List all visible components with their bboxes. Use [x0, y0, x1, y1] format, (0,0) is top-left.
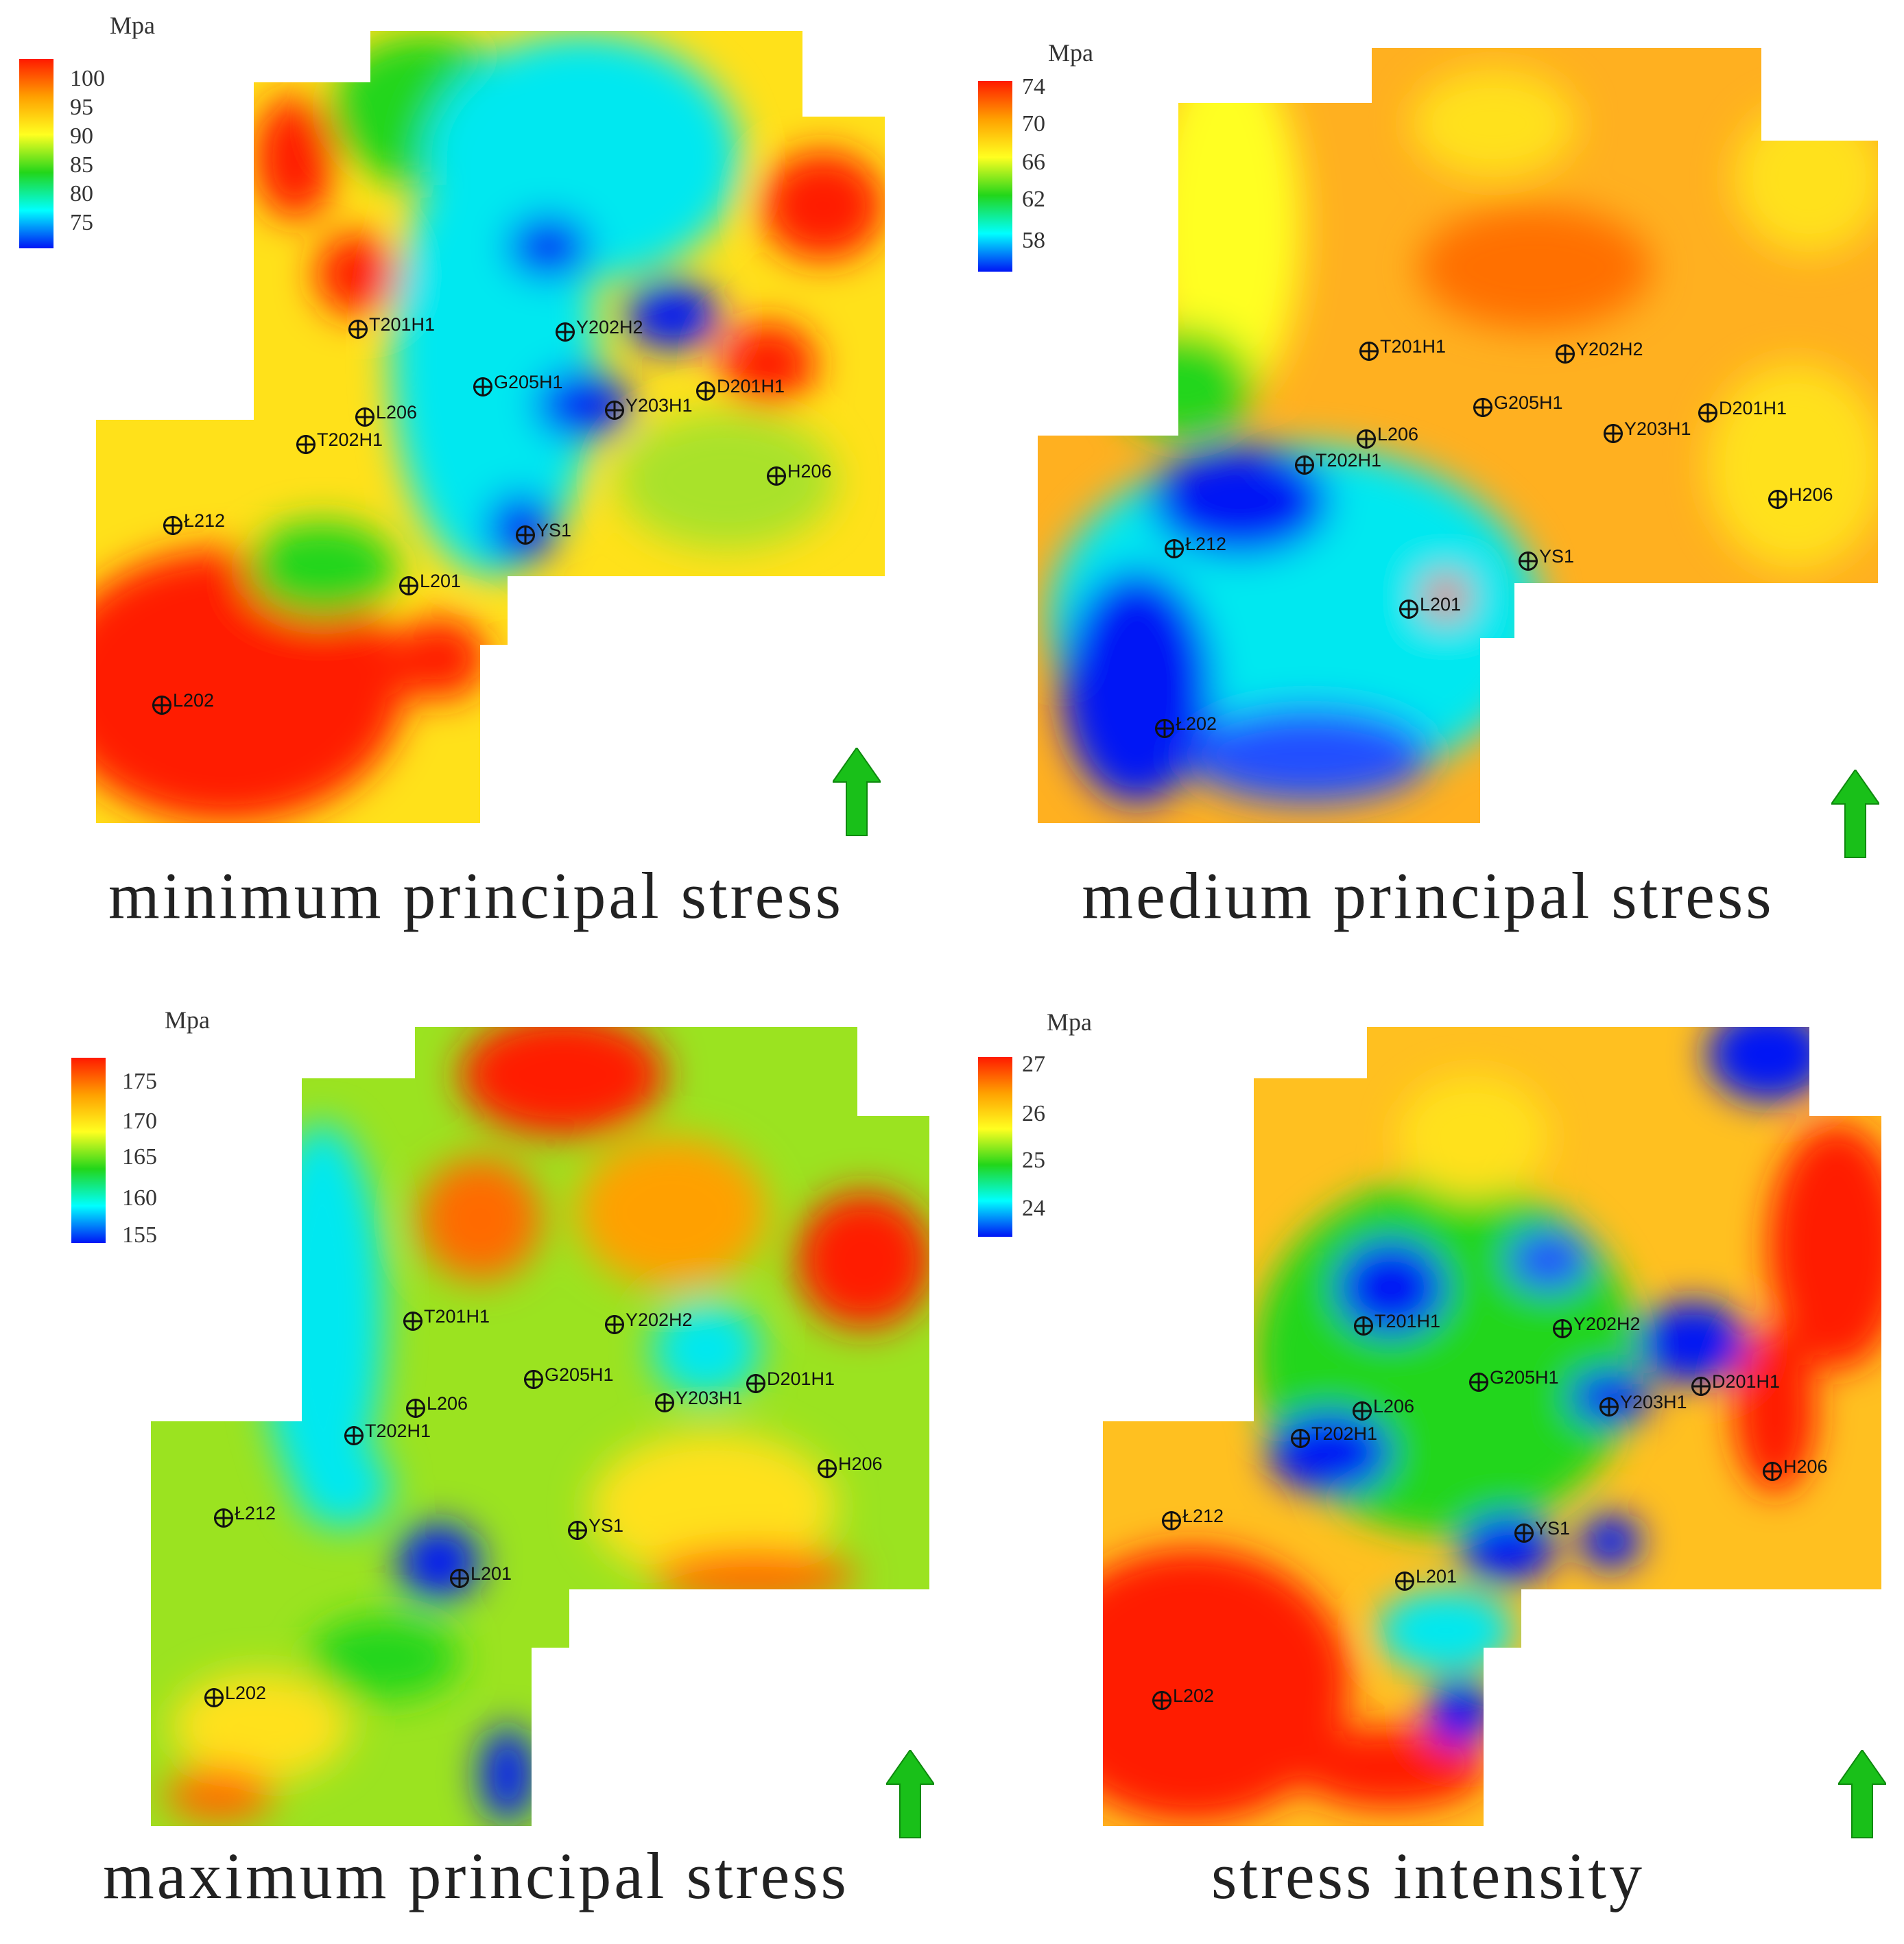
well-symbol-icon [1165, 539, 1184, 558]
well-symbol-icon [1556, 344, 1575, 364]
well-symbol-icon [1354, 1316, 1373, 1336]
legend-tick: 62 [1022, 187, 1045, 212]
well-symbol-icon [406, 1399, 425, 1418]
stress-map [1038, 48, 1878, 823]
well-symbol-icon [1768, 490, 1787, 509]
well-symbol-icon [403, 1312, 423, 1331]
well-symbol-icon [1691, 1377, 1711, 1396]
legend-tick: 165 [122, 1144, 157, 1170]
panel-caption: minimum principal stress [108, 859, 844, 932]
well-symbol-icon [1359, 342, 1379, 361]
well-symbol-icon [1353, 1401, 1372, 1421]
panel-minimum-principal-stress: Mpa 100 95 90 85 80 75 T201H1 Y202H2 G20… [0, 0, 952, 972]
well-symbol-icon [214, 1508, 233, 1528]
well-symbol-icon [1162, 1511, 1181, 1530]
color-legend: Mpa 175 170 165 160 155 [69, 1003, 247, 1248]
well-symbol-icon [1514, 1524, 1534, 1543]
well-symbol-icon [1604, 424, 1623, 443]
well-symbol-icon [655, 1393, 674, 1412]
legend-tick: 175 [122, 1069, 157, 1094]
well-symbol-icon [344, 1426, 364, 1445]
legend-color-bar [71, 1058, 106, 1243]
well-symbol-icon [556, 322, 575, 342]
legend-tick: 26 [1022, 1101, 1045, 1126]
north-arrow-icon [886, 1750, 934, 1838]
legend-tick: 85 [70, 152, 93, 178]
legend-unit: Mpa [165, 1006, 210, 1034]
legend-color-bar [978, 81, 1012, 272]
color-legend: Mpa 27 26 25 24 [973, 1005, 1151, 1238]
legend-unit: Mpa [110, 12, 155, 39]
well-symbol-icon [696, 381, 715, 401]
legend-tick: 24 [1022, 1196, 1045, 1221]
well-symbol-icon [516, 525, 535, 545]
panel-caption: maximum principal stress [103, 1839, 849, 1912]
legend-tick: 75 [70, 210, 93, 235]
well-symbol-icon [1399, 600, 1418, 619]
well-symbol-icon [524, 1370, 543, 1389]
well-symbol-icon [355, 407, 374, 427]
well-symbol-icon [348, 320, 368, 339]
legend-tick: 90 [70, 123, 93, 149]
stress-map [1103, 1027, 1881, 1826]
legend-tick: 80 [70, 181, 93, 206]
well-symbol-icon [1763, 1462, 1782, 1481]
well-symbol-icon [767, 466, 786, 486]
well-symbol-icon [1698, 403, 1717, 423]
north-arrow-icon [833, 748, 881, 836]
legend-tick: 27 [1022, 1052, 1045, 1077]
legend-tick: 170 [122, 1109, 157, 1134]
north-arrow-icon [1838, 1750, 1886, 1838]
stress-map [96, 31, 885, 823]
well-symbol-icon [1152, 1691, 1171, 1710]
legend-tick: 155 [122, 1222, 157, 1248]
well-symbol-icon [152, 696, 171, 715]
well-symbol-icon [1599, 1397, 1619, 1416]
well-symbol-icon [1395, 1572, 1414, 1591]
panel-caption: medium principal stress [1082, 859, 1774, 932]
legend-tick: 100 [70, 66, 105, 91]
well-symbol-icon [1473, 398, 1492, 417]
legend-tick: 95 [70, 95, 93, 120]
legend-tick: 160 [122, 1185, 157, 1211]
well-symbol-icon [1469, 1373, 1488, 1392]
well-symbol-icon [818, 1459, 837, 1478]
well-symbol-icon [746, 1374, 765, 1393]
legend-color-bar [19, 59, 53, 248]
well-symbol-icon [1357, 429, 1376, 449]
well-symbol-icon [473, 377, 492, 396]
legend-color-bar [978, 1057, 1012, 1237]
well-symbol-icon [605, 401, 624, 420]
well-symbol-icon [605, 1315, 624, 1334]
well-symbol-icon [204, 1688, 224, 1707]
color-legend: Mpa 74 70 66 62 58 [973, 34, 1151, 272]
well-symbol-icon [399, 576, 418, 595]
legend-tick: 25 [1022, 1148, 1045, 1173]
north-arrow-icon [1831, 770, 1879, 858]
legend-tick: 70 [1022, 111, 1045, 137]
legend-unit: Mpa [1048, 39, 1093, 67]
stress-map [151, 1027, 929, 1826]
panel-maximum-principal-stress: Mpa 175 170 165 160 155 T201H1 Y202H2 G2… [0, 972, 952, 1944]
well-symbol-icon [163, 516, 182, 535]
well-symbol-icon [1155, 719, 1174, 738]
well-symbol-icon [1295, 455, 1314, 475]
well-symbol-icon [1291, 1429, 1310, 1448]
well-symbol-icon [296, 435, 316, 454]
well-symbol-icon [450, 1569, 469, 1588]
panel-medium-principal-stress: Mpa 74 70 66 62 58 T201H1 Y202H2 G205H1 … [952, 0, 1904, 972]
panel-caption: stress intensity [1211, 1839, 1645, 1912]
well-symbol-icon [1519, 552, 1538, 571]
panel-stress-intensity: Mpa 27 26 25 24 T201H1 Y202H2 G205H1 Y20… [952, 972, 1904, 1944]
color-legend: Mpa 100 95 90 85 80 75 [14, 7, 192, 248]
legend-tick: 58 [1022, 228, 1045, 253]
legend-unit: Mpa [1047, 1008, 1092, 1036]
well-symbol-icon [1553, 1319, 1572, 1338]
legend-tick: 74 [1022, 74, 1045, 99]
legend-tick: 66 [1022, 150, 1045, 175]
well-symbol-icon [568, 1521, 587, 1540]
